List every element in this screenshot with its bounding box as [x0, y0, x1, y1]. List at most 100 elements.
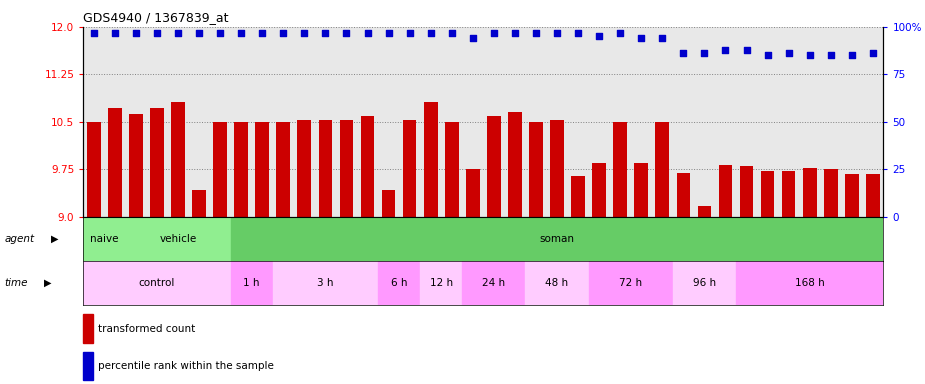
Text: 168 h: 168 h — [795, 278, 824, 288]
Bar — [150, 108, 164, 217]
Text: time: time — [5, 278, 28, 288]
Point — [676, 50, 691, 56]
Bar — [214, 122, 227, 217]
Point — [802, 52, 817, 58]
Bar — [736, 261, 883, 305]
Bar — [171, 102, 185, 217]
Text: 72 h: 72 h — [619, 278, 642, 288]
Bar — [83, 217, 126, 261]
Point — [487, 30, 501, 36]
Point — [612, 30, 627, 36]
Bar — [420, 261, 462, 305]
Point — [592, 33, 607, 40]
Bar — [613, 122, 627, 217]
Text: soman: soman — [539, 234, 574, 244]
Bar — [635, 163, 648, 217]
Point — [360, 30, 375, 36]
Point — [655, 35, 670, 41]
Point — [528, 30, 543, 36]
Text: transformed count: transformed count — [98, 324, 195, 334]
Bar — [588, 261, 672, 305]
Point — [782, 50, 796, 56]
Bar — [782, 171, 796, 217]
Point — [150, 30, 165, 36]
Text: 6 h: 6 h — [391, 278, 407, 288]
Bar — [402, 120, 416, 217]
Point — [297, 30, 312, 36]
Point — [191, 30, 206, 36]
Point — [866, 50, 881, 56]
Point — [718, 46, 733, 53]
Bar — [192, 190, 206, 217]
Bar — [83, 352, 93, 380]
Bar — [339, 120, 353, 217]
Bar — [525, 261, 588, 305]
Bar — [845, 174, 858, 217]
Point — [634, 35, 648, 41]
Text: 12 h: 12 h — [429, 278, 452, 288]
Point — [213, 30, 228, 36]
Bar — [462, 261, 525, 305]
Bar — [676, 173, 690, 217]
Bar — [424, 102, 438, 217]
Text: 24 h: 24 h — [482, 278, 505, 288]
Point — [254, 30, 269, 36]
Bar — [234, 122, 248, 217]
Point — [845, 52, 859, 58]
Point — [697, 50, 712, 56]
Bar — [382, 190, 395, 217]
Point — [107, 30, 122, 36]
Point — [508, 30, 523, 36]
Text: 1 h: 1 h — [243, 278, 260, 288]
Bar — [87, 122, 101, 217]
Point — [760, 52, 775, 58]
Bar — [230, 261, 273, 305]
Point — [234, 30, 249, 36]
Text: GDS4940 / 1367839_at: GDS4940 / 1367839_at — [83, 11, 228, 24]
Bar — [277, 122, 290, 217]
Bar — [824, 169, 837, 217]
Bar — [230, 217, 883, 261]
Text: 3 h: 3 h — [317, 278, 334, 288]
Point — [465, 35, 480, 41]
Point — [276, 30, 290, 36]
Text: ▶: ▶ — [44, 278, 52, 288]
Bar — [508, 113, 522, 217]
Text: control: control — [139, 278, 175, 288]
Bar — [298, 120, 311, 217]
Bar — [108, 108, 122, 217]
Text: naive: naive — [90, 234, 118, 244]
Bar — [529, 122, 543, 217]
Point — [549, 30, 564, 36]
Point — [381, 30, 396, 36]
Point — [86, 30, 101, 36]
Text: vehicle: vehicle — [159, 234, 197, 244]
Point — [129, 30, 143, 36]
Bar — [83, 261, 230, 305]
Bar — [550, 120, 564, 217]
Bar — [83, 314, 93, 343]
Bar — [378, 261, 420, 305]
Bar — [361, 116, 375, 217]
Bar — [487, 116, 500, 217]
Point — [318, 30, 333, 36]
Bar — [697, 205, 711, 217]
Text: 96 h: 96 h — [693, 278, 716, 288]
Point — [402, 30, 417, 36]
Text: 48 h: 48 h — [546, 278, 569, 288]
Bar — [592, 163, 606, 217]
Text: ▶: ▶ — [51, 234, 58, 244]
Bar — [719, 165, 733, 217]
Bar — [866, 174, 880, 217]
Bar — [126, 217, 230, 261]
Bar — [318, 120, 332, 217]
Point — [170, 30, 185, 36]
Point — [339, 30, 354, 36]
Point — [739, 46, 754, 53]
Point — [571, 30, 586, 36]
Bar — [656, 122, 669, 217]
Point — [823, 52, 838, 58]
Bar — [130, 114, 142, 217]
Text: agent: agent — [5, 234, 35, 244]
Bar — [740, 166, 753, 217]
